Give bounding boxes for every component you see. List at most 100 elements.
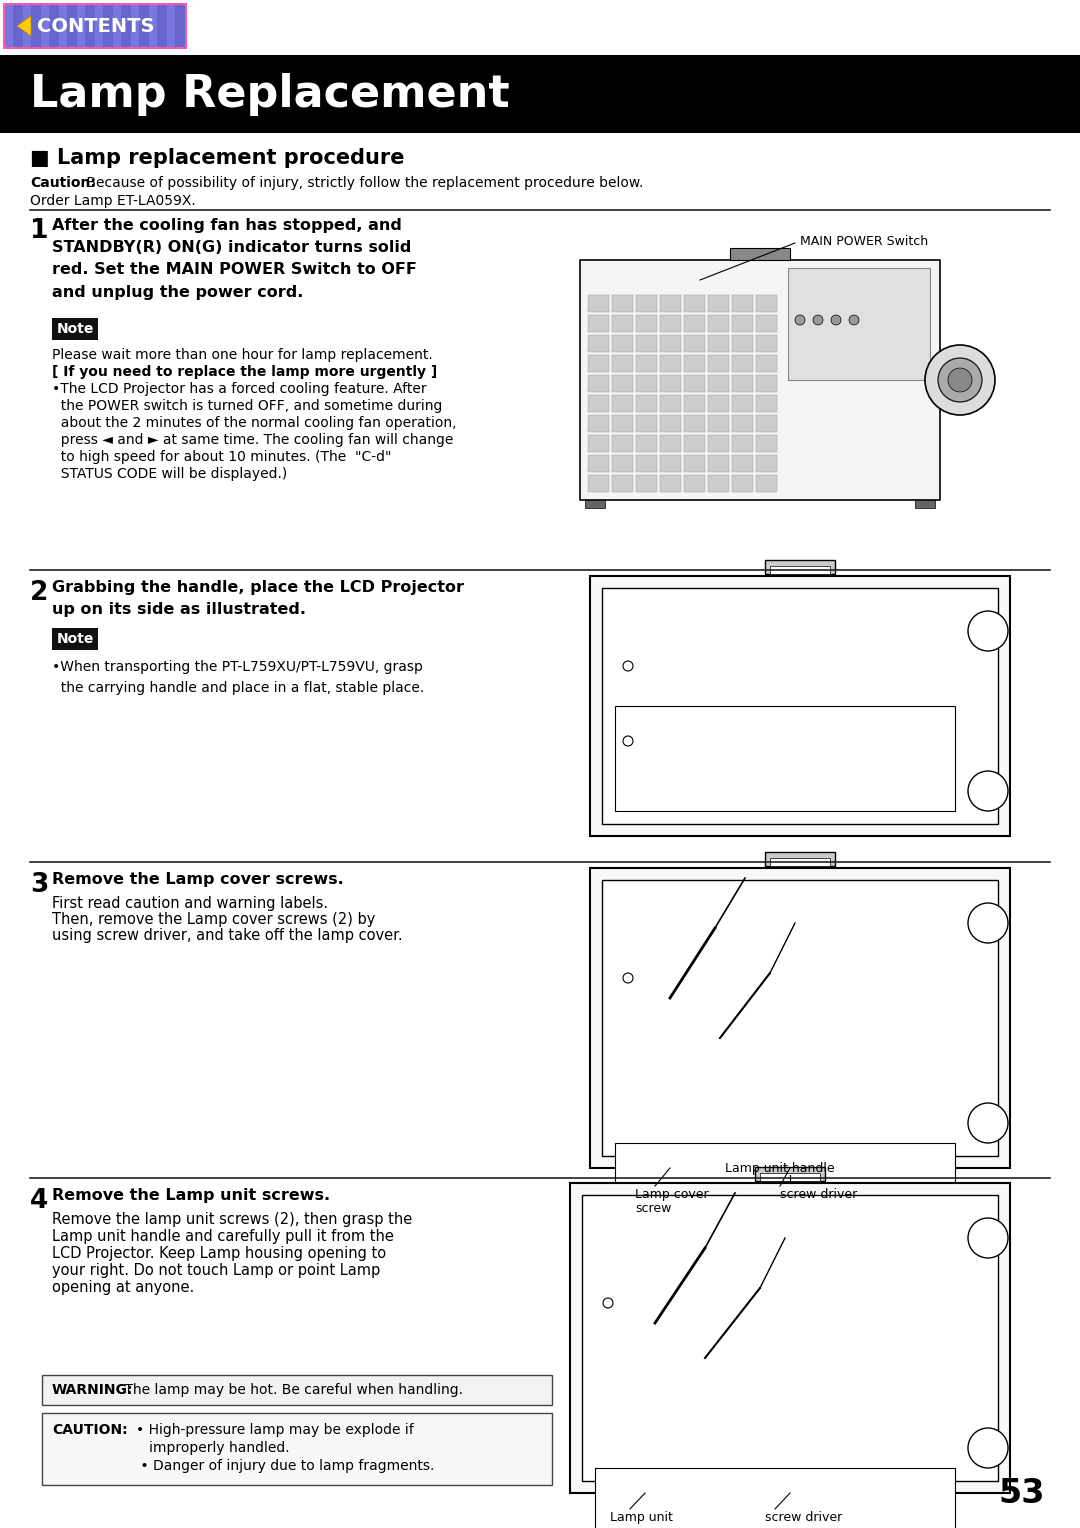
Bar	[756, 396, 777, 413]
Bar	[615, 1253, 915, 1363]
Bar	[770, 859, 831, 866]
Bar	[5, 5, 185, 47]
Bar	[588, 396, 609, 413]
Text: Lamp Replacement: Lamp Replacement	[30, 72, 510, 116]
Bar	[52, 628, 98, 649]
Bar	[3, 3, 187, 49]
Bar	[660, 295, 681, 312]
Text: improperly handled.: improperly handled.	[136, 1441, 289, 1455]
Bar	[602, 880, 998, 1157]
Bar	[636, 315, 657, 332]
Bar	[660, 374, 681, 393]
Bar	[730, 248, 789, 260]
Bar	[684, 354, 705, 371]
Text: Then, remove the Lamp cover screws (2) by: Then, remove the Lamp cover screws (2) b…	[52, 912, 376, 927]
Bar	[765, 853, 835, 866]
Bar	[770, 565, 831, 575]
Bar	[756, 435, 777, 452]
Bar	[660, 455, 681, 472]
Circle shape	[968, 1429, 1008, 1468]
Bar	[52, 318, 98, 341]
Bar	[585, 500, 605, 507]
Bar	[113, 5, 121, 47]
Text: screw: screw	[635, 1203, 672, 1215]
Bar	[760, 1174, 820, 1181]
Bar	[756, 374, 777, 393]
Bar	[732, 354, 753, 371]
Bar	[570, 1183, 1010, 1493]
Bar	[636, 475, 657, 492]
Bar	[660, 354, 681, 371]
Bar	[582, 1195, 998, 1481]
Bar	[636, 455, 657, 472]
Text: Remove the lamp unit screws (2), then grasp the: Remove the lamp unit screws (2), then gr…	[52, 1212, 413, 1227]
Circle shape	[924, 345, 995, 416]
Circle shape	[948, 368, 972, 393]
Circle shape	[849, 315, 859, 325]
Bar	[588, 435, 609, 452]
Text: Note: Note	[56, 322, 94, 336]
Bar	[684, 295, 705, 312]
Text: Lamp cover: Lamp cover	[635, 1187, 708, 1201]
Text: First read caution and warning labels.: First read caution and warning labels.	[52, 895, 328, 911]
Bar	[788, 267, 930, 380]
Bar	[684, 455, 705, 472]
Text: screw driver: screw driver	[780, 1187, 858, 1201]
Bar	[595, 1468, 955, 1528]
Text: Because of possibility of injury, strictly follow the replacement procedure belo: Because of possibility of injury, strict…	[82, 176, 644, 189]
Bar	[708, 475, 729, 492]
Bar	[588, 295, 609, 312]
Circle shape	[968, 611, 1008, 651]
Bar	[684, 435, 705, 452]
Bar	[708, 374, 729, 393]
Bar	[612, 416, 633, 432]
Bar	[612, 315, 633, 332]
Bar	[708, 354, 729, 371]
Bar	[684, 335, 705, 351]
Text: to high speed for about 10 minutes. (The  "C-d": to high speed for about 10 minutes. (The…	[52, 451, 391, 465]
Bar	[588, 354, 609, 371]
Bar	[588, 416, 609, 432]
Bar	[636, 396, 657, 413]
Circle shape	[623, 662, 633, 671]
Bar	[588, 315, 609, 332]
Text: using screw driver, and take off the lamp cover.: using screw driver, and take off the lam…	[52, 927, 403, 943]
Bar	[684, 416, 705, 432]
Bar	[732, 475, 753, 492]
Bar	[708, 416, 729, 432]
Text: screw driver: screw driver	[765, 1511, 842, 1523]
Circle shape	[623, 973, 633, 983]
Bar	[732, 416, 753, 432]
Text: Lamp unit handle: Lamp unit handle	[725, 1161, 835, 1175]
Bar	[636, 354, 657, 371]
Bar	[149, 5, 157, 47]
Circle shape	[831, 315, 841, 325]
Bar	[708, 396, 729, 413]
Text: 3: 3	[30, 872, 49, 898]
Bar	[660, 315, 681, 332]
Circle shape	[603, 1297, 613, 1308]
Text: STATUS CODE will be displayed.): STATUS CODE will be displayed.)	[52, 468, 287, 481]
Bar	[588, 455, 609, 472]
Circle shape	[968, 1103, 1008, 1143]
Bar	[708, 295, 729, 312]
Text: the POWER switch is turned OFF, and sometime during: the POWER switch is turned OFF, and some…	[52, 399, 443, 413]
Text: The lamp may be hot. Be careful when handling.: The lamp may be hot. Be careful when han…	[120, 1383, 463, 1397]
Bar	[23, 5, 31, 47]
Text: •When transporting the PT-L759XU/PT-L759VU, grasp
  the carrying handle and plac: •When transporting the PT-L759XU/PT-L759…	[52, 660, 424, 695]
Bar	[756, 335, 777, 351]
Bar	[636, 374, 657, 393]
Bar	[755, 1167, 825, 1181]
Text: 2: 2	[30, 581, 49, 607]
Bar	[660, 475, 681, 492]
Text: ■ Lamp replacement procedure: ■ Lamp replacement procedure	[30, 148, 405, 168]
Bar	[708, 335, 729, 351]
Text: Caution:: Caution:	[30, 176, 96, 189]
Text: After the cooling fan has stopped, and
STANDBY(R) ON(G) indicator turns solid
re: After the cooling fan has stopped, and S…	[52, 219, 417, 299]
Text: Order Lamp ET-LA059X.: Order Lamp ET-LA059X.	[30, 194, 195, 208]
Text: 1: 1	[30, 219, 49, 244]
Text: Please wait more than one hour for lamp replacement.: Please wait more than one hour for lamp …	[52, 348, 433, 362]
Circle shape	[968, 772, 1008, 811]
Bar	[95, 5, 103, 47]
Bar	[915, 500, 935, 507]
